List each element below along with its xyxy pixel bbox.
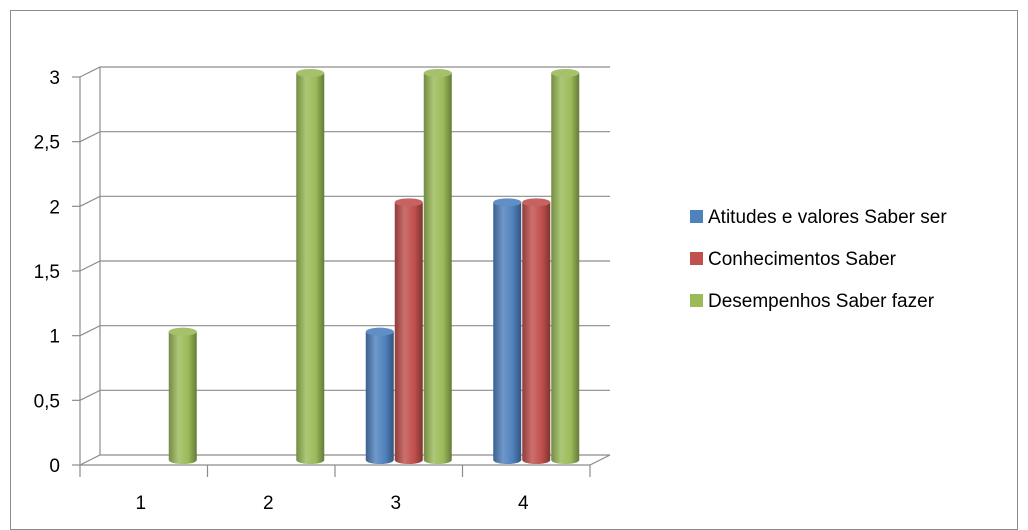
gridline [79, 131, 610, 143]
bar-body [522, 202, 551, 465]
bar-body [551, 73, 580, 464]
floor [79, 454, 611, 466]
x-tick-label: 3 [390, 493, 401, 514]
bar-body [168, 331, 197, 464]
bar-top [296, 69, 325, 77]
legend-label: Atitudes e valores Saber ser [708, 207, 947, 228]
bar-top [493, 198, 522, 207]
bar [551, 69, 580, 464]
bar-body [493, 202, 522, 465]
legend-item: Conhecimentos Saber [690, 249, 897, 270]
bar [296, 69, 325, 464]
bar-top [423, 69, 452, 77]
axes: 0 0,5 1 1,5 2 2,5 3 1 2 3 4 [34, 68, 591, 514]
bar-chart: 0 0,5 1 1,5 2 2,5 3 1 2 3 4 Atitudes e valores Sab… [34, 66, 947, 514]
legend: Atitudes e valores Saber ser Conhecimento… [690, 207, 947, 312]
y-tick-label: 1,5 [34, 262, 60, 283]
x-tick-label: 1 [135, 493, 146, 514]
bar [522, 198, 551, 465]
bar-top [394, 198, 423, 207]
x-tick-label: 2 [263, 493, 274, 514]
y-tick-label: 0,5 [34, 391, 60, 412]
chart-frame: 0 0,5 1 1,5 2 2,5 3 1 2 3 4 Atitudes e valores Sab… [10, 10, 1018, 530]
bar [365, 327, 394, 464]
bar-top [551, 69, 580, 77]
bar-body [423, 73, 452, 464]
bar [394, 198, 423, 465]
bar [423, 69, 452, 464]
y-tick-label: 0 [49, 456, 60, 477]
bar-top [168, 327, 197, 336]
legend-item: Atitudes e valores Saber ser [690, 207, 947, 228]
legend-label: Desempenhos Saber fazer [708, 291, 935, 312]
legend-swatch [690, 210, 703, 223]
y-tick-label: 2 [49, 197, 60, 218]
bars [168, 69, 580, 465]
bar [493, 198, 522, 465]
bar-top [522, 198, 551, 207]
gridlines [79, 66, 610, 401]
bar [168, 327, 197, 464]
bar-body [394, 202, 423, 465]
gridline [79, 66, 610, 78]
legend-label: Conhecimentos Saber [708, 249, 897, 270]
bar-body [296, 73, 325, 464]
y-tick-label: 2,5 [34, 133, 60, 154]
bar-top [365, 327, 394, 336]
y-tick-label: 3 [49, 68, 60, 89]
legend-item: Desempenhos Saber fazer [690, 291, 935, 312]
x-tick-label: 4 [518, 493, 529, 514]
legend-swatch [690, 294, 703, 307]
y-tick-label: 1 [49, 327, 60, 348]
legend-swatch [690, 252, 703, 265]
bar-body [365, 331, 394, 464]
